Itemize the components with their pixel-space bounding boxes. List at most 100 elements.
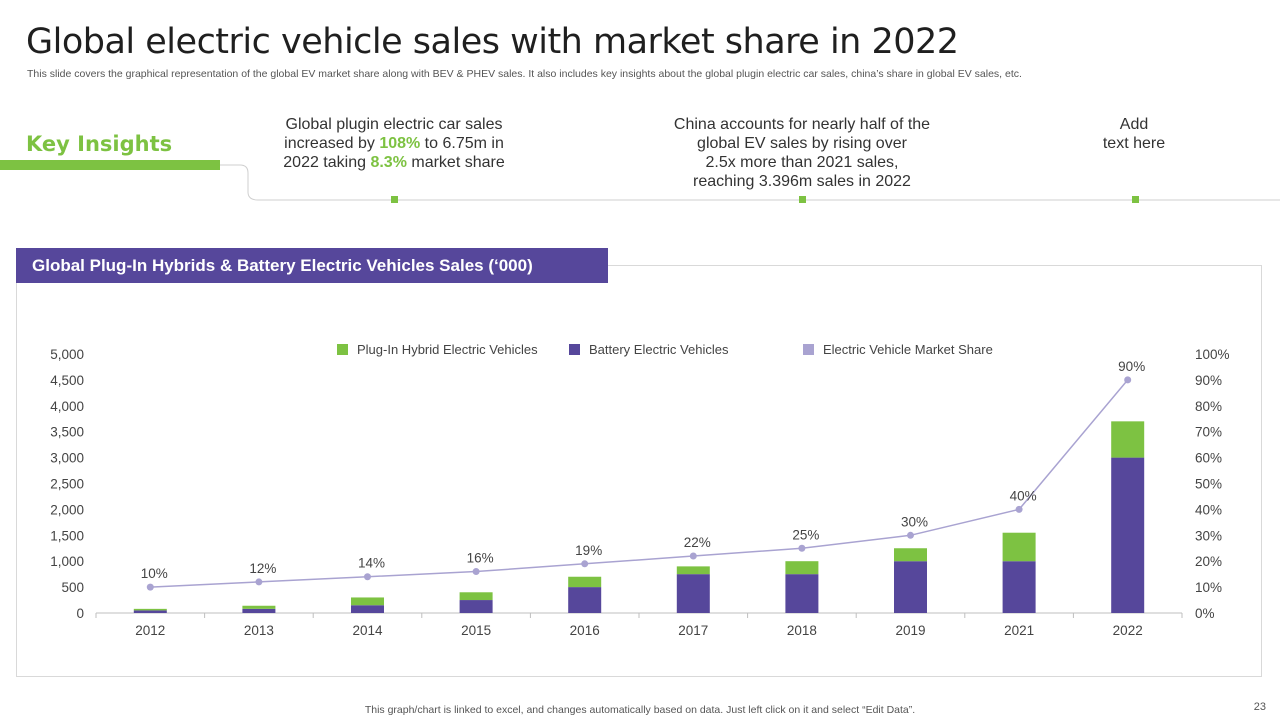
- chart-header: Global Plug-In Hybrids & Battery Electri…: [16, 248, 608, 283]
- slide-subtitle: This slide covers the graphical represen…: [27, 68, 1022, 80]
- y-right-tick-label: 30%: [1195, 528, 1222, 543]
- insight-1-line3-post: market share: [406, 154, 505, 171]
- insight-1-line3-pre: 2022 taking: [283, 154, 371, 171]
- bar-plug-in-hybrid-electric-vehicles: [1111, 421, 1145, 458]
- bar-plug-in-hybrid-electric-vehicles: [459, 592, 493, 601]
- legend-label: Plug-In Hybrid Electric Vehicles: [357, 342, 538, 357]
- insight-1-marker: [391, 196, 398, 203]
- x-tick-label: 2017: [678, 623, 708, 638]
- market-share-point: [798, 544, 806, 552]
- bar-battery-electric-vehicles: [894, 561, 927, 613]
- market-share-point: [472, 568, 480, 576]
- y-left-tick-label: 3,000: [50, 451, 84, 466]
- market-share-point: [255, 578, 263, 586]
- x-tick-label: 2013: [244, 623, 274, 638]
- market-share-label: 14%: [358, 556, 385, 571]
- bar-plug-in-hybrid-electric-vehicles: [894, 548, 927, 562]
- market-share-label: 16%: [467, 551, 494, 566]
- y-right-tick-label: 80%: [1195, 399, 1222, 414]
- insight-3[interactable]: Add text here: [1074, 115, 1194, 153]
- y-left-tick-label: 5,000: [50, 347, 84, 362]
- market-share-label: 40%: [1010, 488, 1037, 503]
- insight-1-line2-pre: increased by: [284, 135, 380, 152]
- insight-2-line4: reaching 3.396m sales in 2022: [693, 173, 911, 190]
- x-tick-label: 2014: [352, 623, 383, 638]
- x-tick-label: 2012: [135, 623, 165, 638]
- market-share-label: 30%: [901, 514, 928, 529]
- y-right-tick-label: 10%: [1195, 580, 1222, 595]
- key-insights-heading: Key Insights: [26, 132, 173, 156]
- bar-battery-electric-vehicles: [785, 574, 819, 613]
- market-share-point: [907, 531, 914, 539]
- bar-battery-electric-vehicles: [676, 574, 710, 613]
- y-left-tick-label: 1,000: [50, 554, 84, 569]
- chart-frame: [16, 265, 1262, 677]
- y-left-tick-label: 4,500: [50, 373, 84, 388]
- x-tick-label: 2016: [570, 623, 600, 638]
- market-share-label: 90%: [1118, 359, 1145, 374]
- y-right-tick-label: 0%: [1195, 606, 1215, 621]
- insight-3-marker: [1132, 196, 1139, 203]
- footer-note: This graph/chart is linked to excel, and…: [364, 704, 916, 716]
- insight-2-line3: 2.5x more than 2021 sales,: [705, 154, 899, 171]
- market-share-label: 25%: [792, 527, 819, 542]
- x-tick-label: 2019: [895, 623, 925, 638]
- y-left-tick-label: 0: [76, 606, 84, 621]
- bar-plug-in-hybrid-electric-vehicles: [1002, 532, 1036, 562]
- market-share-point: [1015, 505, 1023, 513]
- bar-battery-electric-vehicles: [133, 610, 167, 613]
- page-number: 23: [1253, 701, 1266, 713]
- bar-plug-in-hybrid-electric-vehicles: [785, 561, 819, 575]
- insight-3-line1: Add: [1119, 116, 1149, 133]
- insight-1-highlight-share: 8.3%: [370, 154, 407, 171]
- bar-battery-electric-vehicles: [568, 587, 602, 613]
- y-right-tick-label: 50%: [1195, 477, 1222, 492]
- market-share-point: [146, 583, 154, 591]
- y-right-tick-label: 60%: [1195, 451, 1222, 466]
- market-share-label: 12%: [249, 561, 276, 576]
- market-share-label: 10%: [141, 566, 168, 581]
- insight-2: China accounts for nearly half of the gl…: [652, 115, 952, 191]
- y-left-tick-label: 2,500: [50, 477, 84, 492]
- market-share-point: [581, 560, 589, 568]
- y-left-tick-label: 2,000: [50, 502, 84, 517]
- bar-plug-in-hybrid-electric-vehicles: [242, 605, 276, 609]
- legend-swatch: [337, 344, 348, 355]
- y-right-tick-label: 100%: [1195, 347, 1230, 362]
- bar-battery-electric-vehicles: [459, 600, 493, 613]
- x-tick-label: 2021: [1004, 623, 1034, 638]
- insight-1-line2-post: to 6.75m in: [420, 135, 504, 152]
- bar-battery-electric-vehicles: [1002, 561, 1036, 613]
- market-share-point: [364, 573, 371, 581]
- y-left-tick-label: 3,500: [50, 425, 84, 440]
- bar-battery-electric-vehicles: [1111, 457, 1145, 613]
- slide-title: Global electric vehicle sales with marke…: [26, 22, 959, 62]
- legend-label: Electric Vehicle Market Share: [823, 342, 993, 357]
- market-share-point: [1124, 376, 1132, 384]
- market-share-label: 19%: [575, 543, 602, 558]
- bar-plug-in-hybrid-electric-vehicles: [351, 597, 384, 606]
- market-share-line: [150, 379, 1129, 588]
- x-tick-label: 2022: [1113, 623, 1143, 638]
- market-share-point: [689, 552, 697, 560]
- bar-plug-in-hybrid-electric-vehicles: [133, 608, 167, 611]
- bar-plug-in-hybrid-electric-vehicles: [568, 576, 602, 588]
- insight-1-highlight-growth: 108%: [379, 135, 421, 152]
- insight-1: Global plugin electric car sales increas…: [264, 115, 524, 172]
- y-left-tick-label: 1,500: [50, 528, 84, 543]
- y-right-tick-label: 90%: [1195, 373, 1222, 388]
- key-insights-bar: [0, 160, 220, 170]
- insight-2-line2: global EV sales by rising over: [697, 135, 907, 152]
- y-right-tick-label: 40%: [1195, 502, 1222, 517]
- insight-2-marker: [799, 196, 806, 203]
- bar-battery-electric-vehicles: [351, 605, 384, 613]
- bar-plug-in-hybrid-electric-vehicles: [676, 566, 710, 575]
- legend-label: Battery Electric Vehicles: [589, 342, 729, 357]
- bar-battery-electric-vehicles: [242, 608, 276, 613]
- insight-2-line1: China accounts for nearly half of the: [673, 116, 931, 133]
- x-tick-label: 2018: [787, 623, 817, 638]
- y-right-tick-label: 20%: [1195, 554, 1222, 569]
- legend-swatch: [569, 344, 580, 355]
- y-left-tick-label: 500: [61, 580, 84, 595]
